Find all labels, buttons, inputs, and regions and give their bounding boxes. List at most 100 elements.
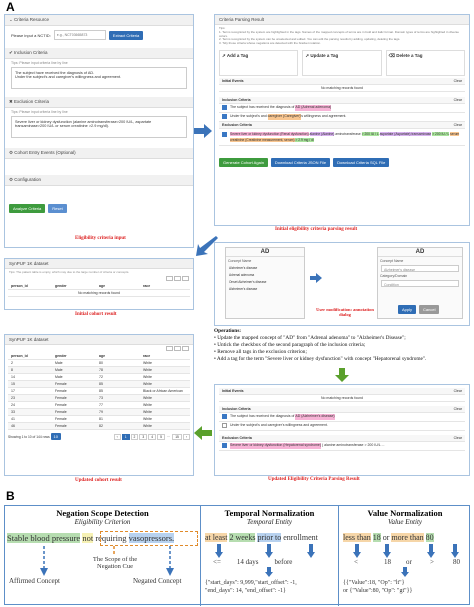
download-icon[interactable] — [182, 276, 189, 281]
dialog-title: AD — [378, 248, 462, 257]
concept-name-label: Concept Name — [380, 259, 404, 263]
columns-icon[interactable] — [173, 346, 181, 351]
negation-cue: not — [82, 533, 94, 543]
temporal-json: {"start_days": 9,999,"start_offset": -1,… — [205, 579, 297, 595]
delete-icon: ⌫ — [388, 52, 397, 58]
value-tag[interactable]: > 2.9 mg / dl — [295, 137, 314, 142]
inclusion-title: Inclusion Criteria — [14, 50, 48, 55]
concept-tag[interactable]: transaminase — [411, 131, 432, 136]
concept-tag[interactable]: alanine (Alanine) — [309, 131, 335, 136]
page-button[interactable]: 2 — [130, 433, 139, 440]
concept-tag[interactable]: Severe liver or kidney dysfunction (Rena… — [230, 131, 309, 136]
inclusion-textarea[interactable]: The subject have received the diagnosis … — [11, 67, 187, 89]
apply-button[interactable]: Apply — [398, 305, 417, 314]
checkbox[interactable] — [222, 443, 227, 448]
caption-initial-parsing: Initial eligibility criteria parsing res… — [275, 227, 358, 232]
page-button[interactable]: 1 — [121, 433, 130, 440]
analyze-criteria-button[interactable]: Analyze Criteria — [9, 204, 46, 213]
temporal-relation: prior to — [257, 533, 282, 542]
inclusion-header[interactable]: ✔ Inclusion Criteria — [5, 48, 193, 59]
pagination: ‹ 1 2 3 4 5 … 15 › — [113, 433, 190, 440]
per-page-select[interactable]: 10 — [50, 433, 61, 440]
refresh-icon[interactable] — [165, 276, 173, 281]
value-tag[interactable]: > 200 IU / L — [361, 131, 379, 136]
configuration-header[interactable]: ⚙ Configuration — [5, 175, 193, 186]
operations-title: Operations: — [214, 328, 242, 334]
exclusion-textarea[interactable]: Severe liver or kidney dysfunction (alan… — [11, 116, 187, 138]
column-header[interactable]: age — [99, 354, 106, 358]
clear-button[interactable]: Clear — [453, 436, 462, 440]
add-tag-card[interactable]: ➚ Add a Tag — [219, 49, 299, 76]
column-header[interactable]: gender — [55, 354, 67, 358]
concept-tag[interactable]: AD (Alzheimer's disease) — [295, 414, 335, 420]
delete-tag-card[interactable]: ⌫ Delete a Tag — [385, 49, 465, 76]
page-prev[interactable]: ‹ — [113, 433, 121, 440]
columns-icon[interactable] — [173, 276, 181, 281]
checkbox[interactable] — [222, 131, 227, 137]
initial-events-row: Initial Events Clear — [219, 388, 465, 395]
concept-option[interactable]: Alzheimer's disease — [229, 266, 258, 270]
value-json-line: or {"Value":80, "Op": "gt"}} — [343, 588, 413, 594]
table-cell: White — [143, 396, 152, 400]
concept-option[interactable]: Adrenal adenoma — [229, 273, 255, 277]
operation-item: • Remove all tags in the exclusion crite… — [214, 349, 307, 355]
download-json-button[interactable]: Download Criteria JSON File — [270, 157, 331, 167]
criteria-resource-header[interactable]: ⌄ Criteria Resource — [5, 15, 193, 26]
concept-option[interactable]: Alzheimer's disease — [229, 287, 258, 291]
criteria-input-panel: ⌄ Criteria Resource Please input a NCTID… — [4, 14, 194, 248]
temporal-sentence: at least 2 weeks prior to enrollment — [205, 533, 318, 542]
reset-button[interactable]: Reset — [48, 204, 67, 213]
column-header[interactable]: person_id — [11, 284, 28, 288]
concept-tag[interactable]: Severe liver or kidney dysfunction (Hepa… — [230, 443, 322, 449]
download-icon[interactable] — [182, 346, 189, 351]
cohort-entry-header[interactable]: ⚙ Cohort Entry Events (Optional) — [5, 148, 193, 159]
column-header[interactable]: person_id — [11, 354, 28, 358]
table-cell: Female — [55, 403, 67, 407]
download-sql-button[interactable]: Download Criteria SQL File — [333, 157, 390, 167]
annotation-dialog-panel: AD Concept Name Alzheimer's disease Adre… — [214, 242, 470, 326]
value-number: 80 — [425, 533, 434, 542]
generate-cohort-button[interactable]: Generate Cohort Again — [219, 157, 268, 167]
page-button[interactable]: 15 — [172, 433, 182, 440]
concept-tag[interactable]: caregiver (Caregiver) — [267, 113, 301, 120]
checkbox[interactable] — [222, 113, 227, 119]
concept-tag[interactable]: aspartate (Aspartate) — [379, 131, 411, 136]
value-tag[interactable]: > 200 IU / L — [432, 131, 450, 136]
clear-button[interactable]: Clear — [453, 389, 462, 393]
table-cell: White — [143, 417, 152, 421]
table-cell: Black or African American — [143, 389, 183, 393]
table-cell: White — [143, 424, 152, 428]
clear-button[interactable]: Clear — [453, 407, 462, 411]
checkbox[interactable] — [222, 414, 227, 419]
nctid-input[interactable] — [53, 30, 106, 40]
table-cell: White — [143, 403, 152, 407]
concept-tag[interactable]: AD (Adrenal adenoma) — [295, 104, 332, 111]
clear-button[interactable]: Clear — [453, 97, 462, 102]
page-next[interactable]: › — [182, 433, 190, 440]
table-row: 2 Male 80 White — [8, 360, 190, 367]
refresh-icon[interactable] — [165, 346, 173, 351]
concept-option[interactable]: Onset Alzheimer's disease — [229, 280, 267, 284]
column-header[interactable]: race — [143, 284, 151, 288]
extract-criteria-button[interactable]: Extract Criteria — [108, 30, 144, 40]
exclusion-tips: Tips: Please input criteria line by line — [11, 110, 68, 114]
column-header[interactable]: age — [99, 284, 106, 288]
table-cell: 85 — [99, 382, 103, 386]
checkbox[interactable] — [222, 423, 227, 428]
concept-select[interactable]: Alzheimer's disease — [381, 265, 459, 272]
column-header[interactable]: gender — [55, 284, 67, 288]
checkbox[interactable] — [222, 104, 227, 110]
operations-block: Operations: • Update the mapped concept … — [214, 328, 470, 363]
column-header[interactable]: race — [143, 354, 151, 358]
clear-button[interactable]: Clear — [453, 78, 462, 83]
negation-sentence: Stable blood pressure not requiring vaso… — [7, 533, 175, 543]
page-button[interactable]: 3 — [139, 433, 148, 440]
domain-select[interactable]: Condition — [381, 280, 459, 287]
exclusion-header[interactable]: ✖ Exclusion Criteria — [5, 97, 193, 108]
cancel-button[interactable]: Cancel — [419, 305, 440, 314]
criterion-text: Under the subject's and — [230, 113, 267, 118]
clear-button[interactable]: Clear — [453, 122, 462, 127]
page-button[interactable]: 5 — [157, 433, 165, 440]
page-button[interactable]: 4 — [148, 433, 157, 440]
update-tag-card[interactable]: ➚ Update a Tag — [302, 49, 382, 76]
